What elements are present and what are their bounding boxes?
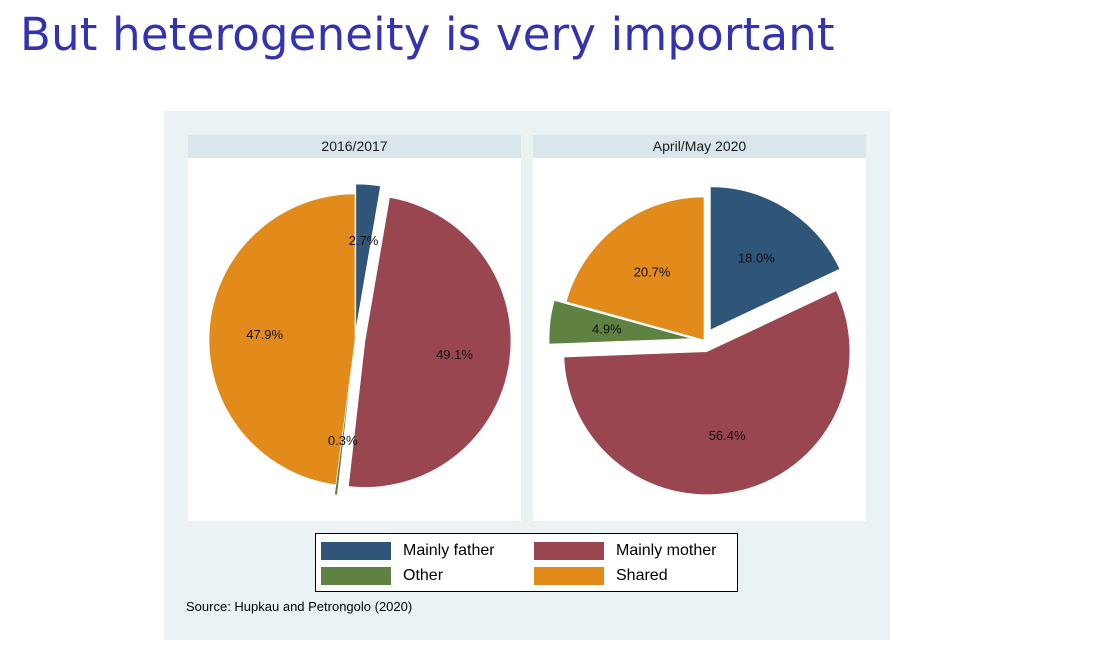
legend-label: Mainly father — [403, 542, 495, 559]
slice-label-shared: 20.7% — [634, 265, 671, 280]
legend-label: Mainly mother — [616, 542, 717, 559]
panel-title: 2016/2017 — [188, 135, 521, 158]
legend-swatch — [534, 542, 604, 560]
legend-label: Other — [403, 567, 444, 584]
pie-chart-2016-2017: 2.7% 49.1% 0.3% 47.9% — [208, 183, 512, 496]
pie-slice-shared — [565, 196, 705, 341]
pie-slice-mainly-father — [710, 186, 841, 331]
pie-slice-other — [548, 300, 693, 345]
panel-title: April/May 2020 — [533, 135, 866, 158]
pie-slice-mainly-mother — [563, 290, 851, 495]
legend-swatch — [321, 567, 391, 585]
slice-label-other: 0.3% — [328, 433, 358, 448]
pie-slice-mainly-father — [355, 183, 381, 331]
pie-chart-april-may-2020: 18.0% 56.4% 4.9% 20.7% — [548, 186, 851, 495]
pie-panel-2016-2017: 2016/2017 2.7% 49.1% 0.3% 47.9% — [188, 135, 521, 521]
slice-label-mainly-mother: 49.1% — [436, 347, 473, 362]
pie-slice-shared — [208, 193, 356, 486]
slice-label-mainly-father: 2.7% — [349, 233, 379, 248]
pie-slice-mainly-mother — [348, 197, 512, 488]
pie-panel-april-may-2020: April/May 2020 18.0% 56.4% 4.9% 20.7% — [533, 135, 866, 521]
slice-label-mainly-mother: 56.4% — [709, 428, 746, 443]
slice-label-mainly-father: 18.0% — [738, 250, 775, 265]
chart-legend: Mainly father Mainly mother Other Shared — [315, 533, 738, 592]
slice-label-shared: 47.9% — [246, 327, 283, 342]
source-note: Source: Hupkau and Petrongolo (2020) — [186, 599, 413, 614]
slice-label-other: 4.9% — [592, 322, 622, 337]
legend-swatch — [534, 567, 604, 585]
slide-title: But heterogeneity is very important — [20, 8, 835, 61]
legend-swatch — [321, 542, 391, 560]
legend-label: Shared — [616, 567, 668, 584]
